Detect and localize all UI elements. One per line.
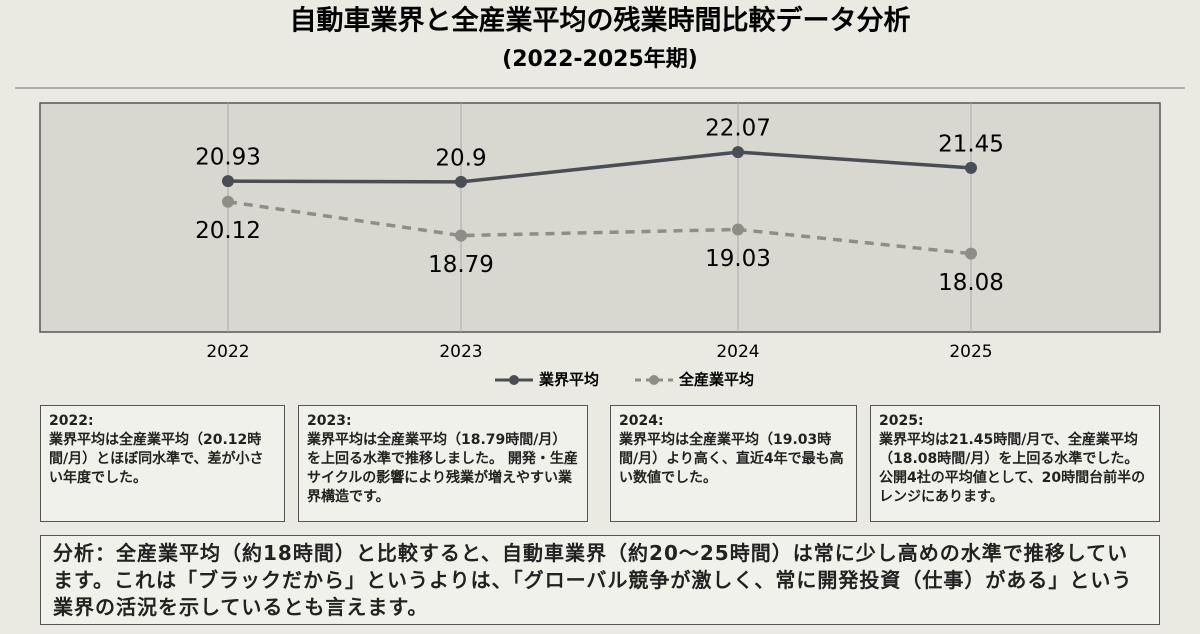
x-tick-label: 2024 bbox=[716, 342, 759, 362]
value-label: 18.79 bbox=[428, 252, 494, 278]
value-label: 18.08 bbox=[938, 270, 1004, 296]
legend-marker bbox=[509, 375, 519, 385]
note-heading: 2025: bbox=[879, 413, 924, 429]
legend-marker bbox=[649, 375, 659, 385]
note-heading: 2023: bbox=[307, 413, 352, 429]
x-tick-label: 2022 bbox=[206, 342, 249, 362]
note-heading: 2024: bbox=[619, 413, 664, 429]
note-text: 業界平均は全産業平均（19.03時間/月）より高く、直近4年で最も高い数値でした… bbox=[619, 432, 844, 486]
point bbox=[732, 223, 744, 236]
point bbox=[965, 247, 977, 260]
note-box: 2023: 業界平均は全産業平均（18.79時間/月）を上回る水準で推移しました。… bbox=[298, 405, 588, 522]
value-label: 22.07 bbox=[705, 116, 771, 142]
chart-subtitle: (2022-2025年期) bbox=[502, 46, 698, 72]
series-line bbox=[227, 199, 972, 256]
value-label: 20.12 bbox=[195, 218, 261, 244]
series-line bbox=[227, 150, 972, 184]
point bbox=[222, 175, 234, 188]
note-box: 2022: 業界平均は全産業平均（20.12時間/月）とほぼ同水準で、差が小さい年… bbox=[40, 405, 285, 522]
point bbox=[455, 229, 467, 242]
note-text: 業界平均は全産業平均（18.79時間/月）を上回る水準で推移しました。 開発・生… bbox=[307, 432, 578, 505]
value-label: 20.9 bbox=[435, 145, 486, 171]
legend-label: 全産業平均 bbox=[678, 371, 754, 389]
chart: 自動車業界と全産業平均の残業時間比較データ分析 (2022-2025年期) 20… bbox=[15, 5, 1185, 389]
analysis: 分析：全産業平均（約18時間）と比較すると、自動車業界（約20〜25時間）は常に… bbox=[40, 535, 1160, 625]
point bbox=[732, 146, 744, 159]
note-box: 2024: 業界平均は全産業平均（19.03時間/月）より高く、直近4年で最も高い… bbox=[610, 405, 857, 522]
point bbox=[455, 175, 467, 188]
chart-title: 自動車業界と全産業平均の残業時間比較データ分析 bbox=[290, 5, 911, 37]
value-label: 20.93 bbox=[195, 145, 261, 171]
point bbox=[965, 161, 977, 174]
note-text: 業界平均は全産業平均（20.12時間/月）とほぼ同水準で、差が小さい年度でした。 bbox=[49, 432, 264, 486]
x-tick-label: 2025 bbox=[949, 342, 992, 362]
note-heading: 2022: bbox=[49, 413, 94, 429]
value-label: 19.03 bbox=[705, 246, 771, 272]
legend-label: 業界平均 bbox=[538, 371, 599, 389]
note-box: 2025: 業界平均は21.45時間/月で、全産業平均（18.08時間/月）を上回… bbox=[870, 405, 1160, 522]
point bbox=[222, 195, 234, 208]
plot-area bbox=[39, 102, 1161, 333]
value-label: 21.45 bbox=[938, 131, 1004, 157]
note-text: 業界平均は21.45時間/月で、全産業平均（18.08時間/月）を上回る水準でし… bbox=[879, 432, 1146, 505]
x-tick-label: 2023 bbox=[439, 342, 482, 362]
